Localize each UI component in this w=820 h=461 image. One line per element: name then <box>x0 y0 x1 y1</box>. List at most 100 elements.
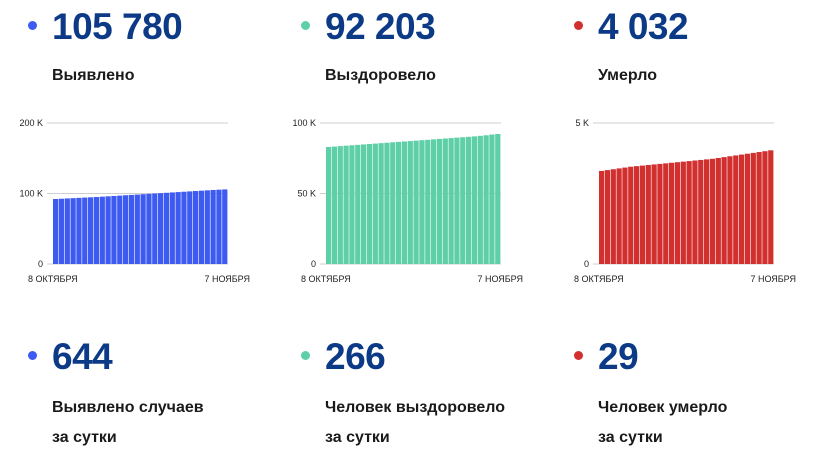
y-tick-label: 0 <box>311 259 316 269</box>
deaths-daily-label: Человек умерло за сутки <box>598 393 727 453</box>
detected-total-value: 105 780 <box>52 6 183 47</box>
bar <box>715 157 721 264</box>
x-tick-label-end: 7 НОЯБРЯ <box>750 274 796 284</box>
bar <box>692 160 698 264</box>
bar <box>123 195 129 264</box>
x-tick-label-end: 7 НОЯБРЯ <box>204 274 250 284</box>
bar <box>93 197 100 264</box>
bar <box>454 137 460 264</box>
bar <box>390 142 396 264</box>
detected-daily-dot-icon <box>28 351 37 360</box>
bar <box>355 144 361 264</box>
bar <box>709 158 716 264</box>
panel-detected: 105 780 Выявлено 0 100 K 200 K 8 ОКТЯБРЯ 7 Н… <box>0 0 273 461</box>
bar <box>756 152 762 264</box>
deaths-daily-label-line2: за сутки <box>598 429 663 446</box>
bar <box>140 194 146 264</box>
deaths-daily-dot-icon <box>574 351 583 360</box>
bar <box>495 133 501 264</box>
deaths-daily-value: 29 <box>598 336 639 377</box>
bar <box>169 192 175 264</box>
recovered-daily-label-line2: за сутки <box>325 429 390 446</box>
bar <box>739 154 745 264</box>
bar <box>198 190 205 264</box>
deaths-total-label: Умерло <box>598 67 657 84</box>
y-tick-label: 5 K <box>575 118 589 128</box>
bar <box>431 139 437 264</box>
bar <box>413 140 419 265</box>
bar <box>704 159 710 264</box>
recovered-total-label: Выздоровело <box>325 67 436 84</box>
bar <box>384 142 390 264</box>
bar <box>99 196 105 264</box>
bar <box>222 189 228 264</box>
bar <box>669 162 675 264</box>
bar <box>326 146 332 264</box>
bar <box>407 141 413 264</box>
bar <box>152 193 158 264</box>
bar <box>448 138 454 264</box>
bar <box>204 190 210 264</box>
y-tick-label: 100 K <box>292 118 316 128</box>
bar <box>378 143 384 264</box>
bar <box>343 145 349 264</box>
bar <box>187 191 193 264</box>
bar <box>436 138 443 264</box>
bar <box>396 141 402 264</box>
bar <box>477 135 483 264</box>
panel-deaths: 4 032 Умерло 0 5 K 8 ОКТЯБРЯ 7 НОЯБРЯ 29 Че… <box>546 0 819 461</box>
bar <box>76 197 82 264</box>
bar <box>727 156 733 264</box>
bar <box>616 168 622 264</box>
bar <box>361 144 367 264</box>
bar <box>88 197 94 264</box>
bar <box>105 196 111 264</box>
bar <box>193 191 199 264</box>
bar <box>175 192 181 264</box>
detected-chart: 0 100 K 200 K 8 ОКТЯБРЯ 7 НОЯБРЯ <box>19 118 250 284</box>
bar <box>134 194 140 264</box>
bar <box>111 195 117 264</box>
recovered-chart: 0 50 K 100 K 8 ОКТЯБРЯ 7 НОЯБРЯ <box>292 118 523 284</box>
y-tick-label: 0 <box>584 259 589 269</box>
bar <box>70 198 76 264</box>
deaths-daily-label-line1: Человек умерло <box>598 399 728 416</box>
recovered-total-value: 92 203 <box>325 6 436 47</box>
bar <box>471 136 478 264</box>
bar <box>331 146 338 264</box>
bar <box>610 169 616 264</box>
bar <box>158 193 164 264</box>
bar <box>146 193 152 264</box>
bar <box>181 191 187 264</box>
detected-total-label: Выявлено <box>52 67 135 84</box>
bar <box>82 197 88 264</box>
x-tick-label-start: 8 ОКТЯБРЯ <box>301 274 351 284</box>
bar <box>425 139 431 264</box>
recovered-daily-value: 266 <box>325 336 386 377</box>
bar <box>651 164 657 264</box>
detected-daily-label-line2: за сутки <box>52 429 117 446</box>
bar <box>663 163 669 264</box>
bar <box>750 152 756 264</box>
bar <box>337 146 343 264</box>
x-tick-label-start: 8 ОКТЯБРЯ <box>574 274 624 284</box>
y-tick-label: 200 K <box>19 118 43 128</box>
bar <box>163 192 170 264</box>
bar <box>64 198 70 264</box>
y-tick-label: 100 K <box>19 189 43 199</box>
detected-daily-value: 644 <box>52 336 113 377</box>
bar <box>58 198 65 264</box>
deaths-chart: 0 5 K 8 ОКТЯБРЯ 7 НОЯБРЯ <box>574 118 796 284</box>
bar <box>216 189 222 264</box>
recovered-dot-icon <box>301 21 310 30</box>
bar <box>657 163 663 264</box>
bar <box>622 167 628 264</box>
bar <box>686 161 692 264</box>
bar <box>634 166 640 264</box>
x-tick-label-end: 7 НОЯБРЯ <box>477 274 523 284</box>
bar <box>645 165 651 264</box>
bar <box>628 166 634 264</box>
detected-daily-label: Выявлено случаев за сутки <box>52 393 204 453</box>
deaths-total-value: 4 032 <box>598 6 689 47</box>
recovered-daily-label-line1: Человек выздоровело <box>325 399 506 416</box>
